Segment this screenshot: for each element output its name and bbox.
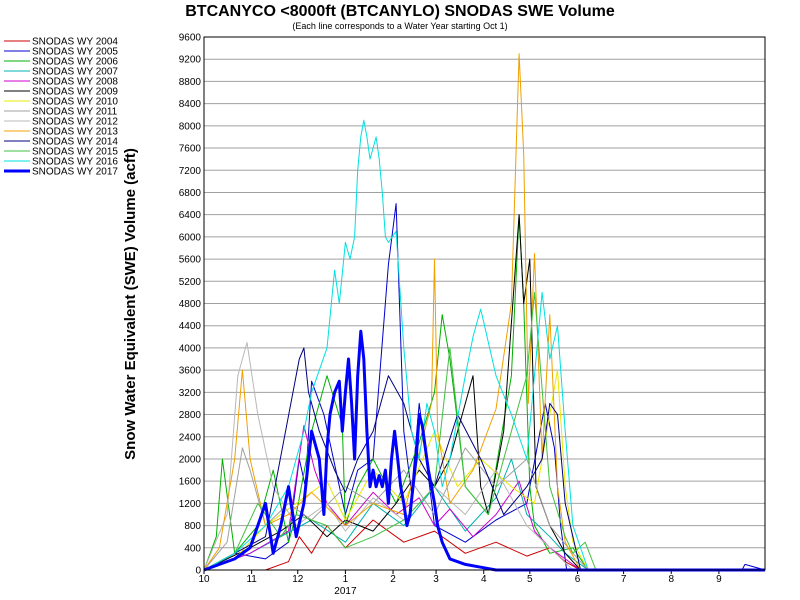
x-tick-label: 7 — [621, 574, 627, 585]
series-line — [203, 341, 765, 571]
legend-entry: SNODAS WY 2005 — [32, 47, 118, 58]
x-tick-label: 8 — [668, 574, 674, 585]
chart-subtitle: (Each line corresponds to a Water Year s… — [292, 21, 507, 31]
y-tick-label: 7600 — [179, 144, 202, 155]
y-tick-label: 7200 — [179, 166, 202, 177]
y-axis-label: Snow Water Equivalent (SWE) Volume (acft… — [122, 148, 139, 460]
series-line — [203, 329, 765, 572]
y-tick-label: 1600 — [179, 477, 202, 488]
series-line — [203, 214, 765, 571]
y-tick-label: 8000 — [179, 121, 202, 132]
y-tick-label: 9200 — [179, 55, 202, 66]
y-tick-label: 6400 — [179, 210, 202, 221]
chart-title: BTCANYCO <8000ft (BTCANYLO) SNODAS SWE V… — [185, 3, 615, 20]
y-tick-label: 6800 — [179, 188, 202, 199]
legend-entry: SNODAS WY 2004 — [32, 37, 118, 48]
legend-entry: SNODAS WY 2007 — [32, 67, 118, 78]
y-tick-label: 6000 — [179, 232, 202, 243]
x-tick-label: 10 — [198, 574, 210, 585]
y-tick-label: 5600 — [179, 255, 202, 266]
x-tick-label: 11 — [246, 574, 257, 585]
x-tick-label: 12 — [292, 574, 304, 585]
series-line — [203, 369, 765, 571]
y-tick-label: 3600 — [179, 366, 202, 377]
legend-entry: SNODAS WY 2013 — [32, 127, 118, 138]
legend-entry: SNODAS WY 2015 — [32, 147, 118, 158]
y-tick-label: 3200 — [179, 388, 202, 399]
x-tick-label: 9 — [716, 574, 722, 585]
y-tick-label: 2400 — [179, 432, 202, 443]
series-line — [203, 425, 765, 571]
y-tick-label: 9600 — [179, 33, 202, 44]
plot-frame — [203, 36, 766, 571]
x-tick-label: 1 — [343, 574, 349, 585]
y-tick-label: 5200 — [179, 277, 202, 288]
y-tick-label: 4000 — [179, 343, 202, 354]
x-tick-label: 5 — [527, 574, 533, 585]
y-tick-label: 2800 — [179, 410, 202, 421]
y-tick-label: 8800 — [179, 77, 202, 88]
y-axis-ticks: 0 400 800 1200 1600 2000 2400 2800 3200 3600 4000 4… — [179, 33, 202, 577]
legend-entry: SNODAS WY 2012 — [32, 117, 118, 128]
plot-series — [203, 53, 766, 572]
y-tick-label: 4800 — [179, 299, 202, 310]
series-line — [203, 119, 765, 571]
legend-entry: SNODAS WY 2011 — [32, 107, 118, 118]
legend-entry: SNODAS WY 2006 — [32, 57, 118, 68]
y-tick-label: 800 — [184, 521, 201, 532]
y-tick-label: 4400 — [179, 321, 202, 332]
series-line — [203, 53, 765, 571]
series-line — [204, 519, 765, 571]
legend-entry: SNODAS WY 2008 — [32, 77, 118, 88]
legend-entry: SNODAS WY 2010 — [32, 97, 118, 108]
legend-entry: SNODAS WY 2017 — [32, 167, 118, 178]
x-tick-label: 6 — [575, 574, 581, 585]
legend-entry: SNODAS WY 2009 — [32, 87, 118, 98]
y-tick-label: 8400 — [179, 99, 202, 110]
gridlines — [204, 36, 765, 571]
y-tick-label: 2000 — [179, 454, 202, 465]
x-tick-label: 2 — [390, 574, 396, 585]
x-axis-year-label: 2017 — [334, 586, 357, 597]
legend-entry: SNODAS WY 2016 — [32, 157, 118, 168]
series-line — [203, 347, 765, 571]
y-tick-label: 0 — [195, 566, 201, 577]
y-tick-label: 400 — [184, 543, 201, 554]
x-axis-ticks: 10 11 12 1 2 3 4 5 6 7 8 9 — [198, 570, 722, 585]
x-tick-label: 3 — [433, 574, 439, 585]
x-tick-label: 4 — [481, 574, 487, 585]
legend-entry: SNODAS WY 2014 — [32, 137, 118, 148]
y-tick-label: 1200 — [179, 499, 202, 510]
